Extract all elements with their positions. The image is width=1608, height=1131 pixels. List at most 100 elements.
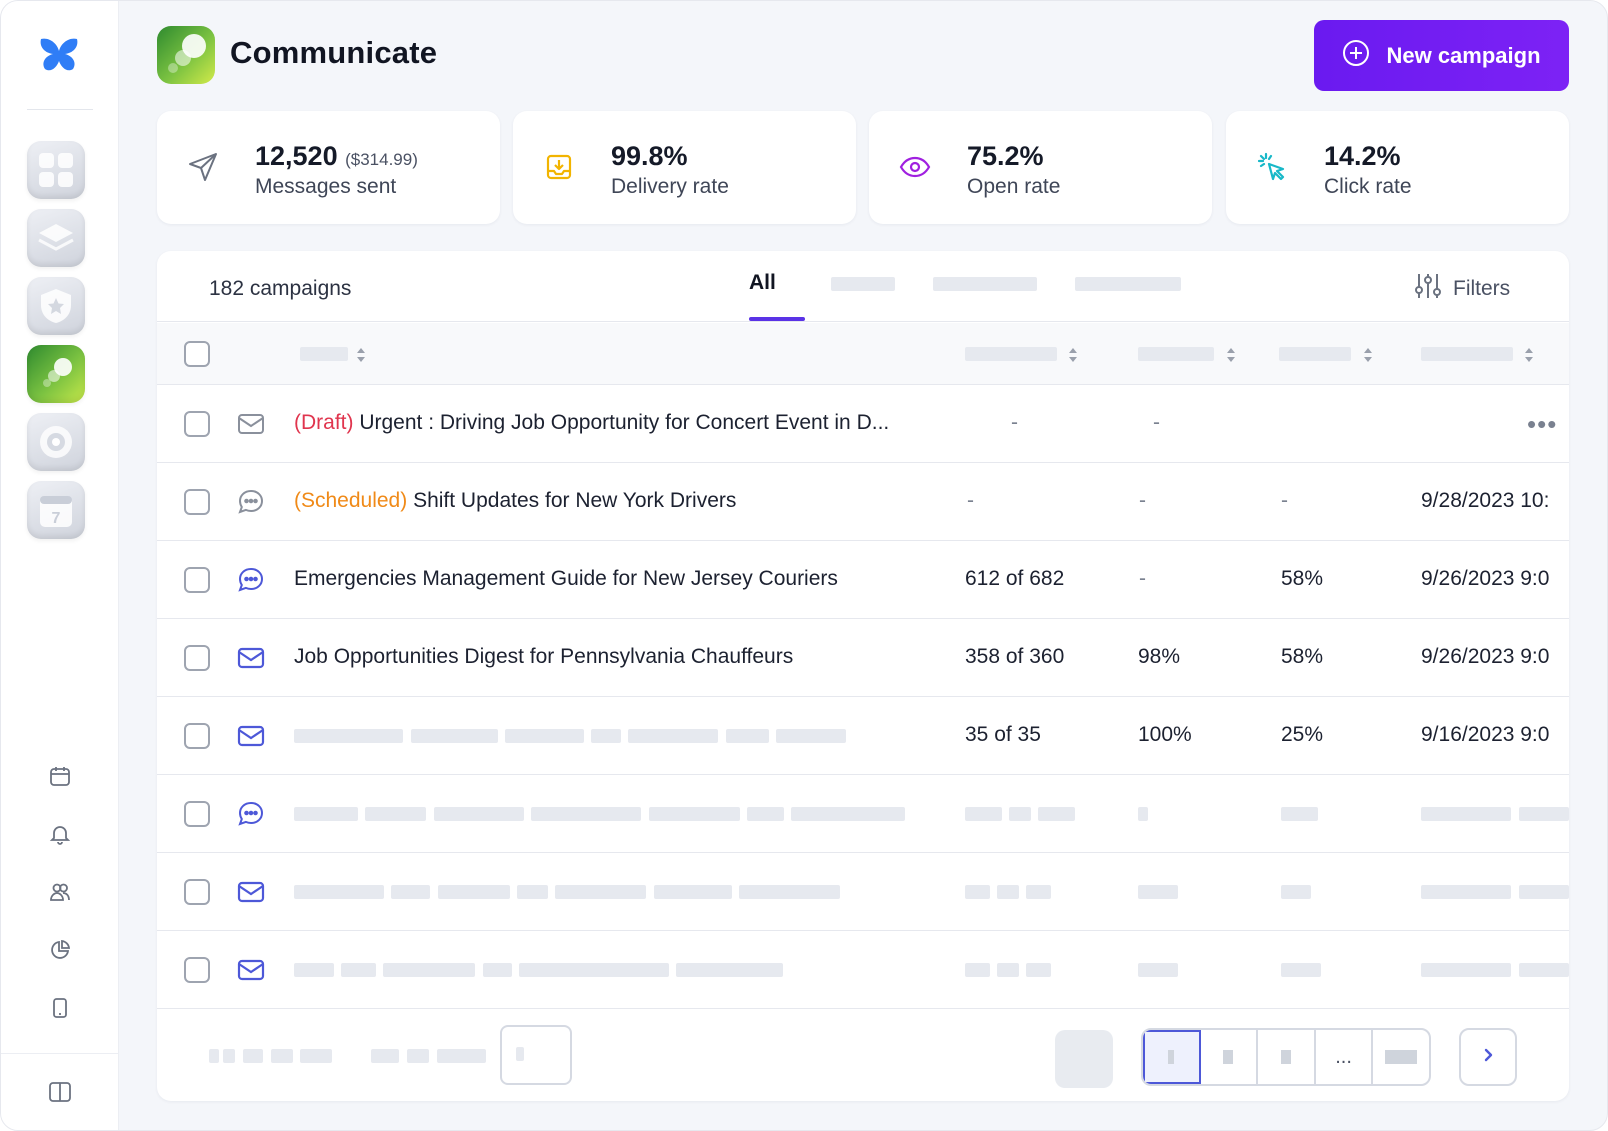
app-shield-icon[interactable] bbox=[27, 277, 85, 335]
date-cell: 9/26/2023 9:0 bbox=[1421, 567, 1550, 590]
next-page-button[interactable] bbox=[1459, 1028, 1517, 1086]
page-ellipsis[interactable]: ... bbox=[1316, 1030, 1374, 1084]
row-checkbox[interactable] bbox=[184, 957, 210, 983]
sent-cell: - bbox=[967, 489, 974, 512]
sort-icon[interactable] bbox=[1068, 345, 1078, 365]
cell-placeholder bbox=[1038, 807, 1075, 821]
divider bbox=[157, 774, 1569, 775]
table-row[interactable]: Emergencies Management Guide for New Jer… bbox=[157, 541, 1569, 619]
table-row[interactable] bbox=[157, 853, 1569, 931]
table-row[interactable]: 35 of 35 100% 25% 9/16/2023 9:0 bbox=[157, 697, 1569, 775]
stat-value: 14.2% bbox=[1324, 141, 1401, 171]
delivery-cell: 100% bbox=[1138, 723, 1192, 746]
page-button-current[interactable] bbox=[1143, 1030, 1201, 1084]
filters-button[interactable]: Filters bbox=[1413, 271, 1510, 307]
row-checkbox[interactable] bbox=[184, 879, 210, 905]
communicate-app-logo bbox=[157, 26, 215, 84]
open-cell: 58% bbox=[1281, 567, 1324, 590]
page-size-select[interactable] bbox=[500, 1025, 572, 1085]
name-placeholder bbox=[483, 963, 512, 977]
stat-value: 75.2% bbox=[967, 141, 1044, 171]
sliders-icon bbox=[1413, 271, 1443, 307]
butterfly-logo-icon[interactable] bbox=[37, 35, 81, 75]
name-placeholder bbox=[341, 963, 376, 977]
plus-circle-icon bbox=[1342, 39, 1370, 73]
tab-placeholder[interactable] bbox=[1075, 277, 1181, 291]
select-all-checkbox[interactable] bbox=[184, 341, 210, 367]
cell-placeholder bbox=[1281, 963, 1321, 977]
sort-icon[interactable] bbox=[1363, 345, 1373, 365]
table-row[interactable]: (Scheduled) Shift Updates for New York D… bbox=[157, 463, 1569, 541]
page-button[interactable] bbox=[1201, 1030, 1259, 1084]
divider bbox=[157, 1008, 1569, 1009]
stat-card-messages-sent: 12,520 ($314.99) Messages sent bbox=[157, 111, 500, 224]
tab-all[interactable]: All bbox=[749, 271, 776, 294]
new-campaign-button[interactable]: New campaign bbox=[1314, 20, 1569, 91]
tab-placeholder[interactable] bbox=[933, 277, 1037, 291]
envelope-icon bbox=[237, 956, 265, 984]
table-row[interactable]: (Draft) Urgent : Driving Job Opportunity… bbox=[157, 385, 1569, 463]
row-checkbox[interactable] bbox=[184, 801, 210, 827]
name-placeholder bbox=[628, 729, 718, 743]
chat-bubble-icon bbox=[237, 800, 265, 828]
column-header-placeholder bbox=[1421, 347, 1513, 361]
app-dashboard-icon[interactable] bbox=[27, 141, 85, 199]
campaign-name: (Draft) Urgent : Driving Job Opportunity… bbox=[294, 411, 890, 434]
cell-placeholder bbox=[1281, 807, 1318, 821]
name-placeholder bbox=[676, 963, 783, 977]
sidebar: 7 bbox=[1, 1, 119, 1130]
chevron-right-icon bbox=[1481, 1047, 1495, 1068]
divider bbox=[157, 930, 1569, 931]
divider bbox=[157, 321, 1569, 322]
sort-icon[interactable] bbox=[1524, 345, 1534, 365]
cursor-click-icon bbox=[1254, 149, 1290, 185]
cell-placeholder bbox=[997, 885, 1019, 899]
sent-cell: - bbox=[1011, 411, 1018, 434]
cell-placeholder bbox=[1421, 963, 1511, 977]
bell-icon[interactable] bbox=[47, 821, 73, 847]
calendar-icon[interactable] bbox=[47, 763, 73, 789]
page-button[interactable] bbox=[1258, 1030, 1316, 1084]
more-options-icon[interactable]: ••• bbox=[1527, 409, 1558, 439]
stat-card-click-rate: 14.2% Click rate bbox=[1226, 111, 1569, 224]
app-communicate-icon[interactable] bbox=[27, 345, 85, 403]
cell-placeholder bbox=[1421, 807, 1511, 821]
table-row[interactable] bbox=[157, 775, 1569, 853]
sidebar-toggle-icon[interactable] bbox=[47, 1079, 73, 1105]
row-checkbox[interactable] bbox=[184, 645, 210, 671]
sort-icon[interactable] bbox=[356, 345, 366, 365]
row-checkbox[interactable] bbox=[184, 411, 210, 437]
name-placeholder bbox=[747, 807, 784, 821]
footer-placeholder bbox=[407, 1049, 429, 1063]
mobile-icon[interactable] bbox=[47, 995, 73, 1021]
cell-placeholder bbox=[1138, 885, 1178, 899]
stat-card-open-rate: 75.2% Open rate bbox=[869, 111, 1212, 224]
app-target-icon[interactable] bbox=[27, 413, 85, 471]
cell-placeholder bbox=[1138, 963, 1178, 977]
tab-placeholder[interactable] bbox=[831, 277, 895, 291]
app-calendar-icon[interactable]: 7 bbox=[27, 481, 85, 539]
row-checkbox[interactable] bbox=[184, 567, 210, 593]
stat-label: Click rate bbox=[1324, 175, 1412, 198]
app-layers-icon[interactable] bbox=[27, 209, 85, 267]
users-icon[interactable] bbox=[47, 879, 73, 905]
page-button-last[interactable] bbox=[1373, 1030, 1429, 1084]
envelope-icon bbox=[237, 722, 265, 750]
pie-chart-icon[interactable] bbox=[47, 937, 73, 963]
cell-placeholder bbox=[965, 807, 1002, 821]
sent-cell: 612 of 682 bbox=[965, 567, 1065, 590]
previous-page-button[interactable] bbox=[1055, 1030, 1113, 1088]
svg-text:7: 7 bbox=[52, 510, 61, 527]
chat-bubble-icon bbox=[237, 566, 265, 594]
stat-label: Delivery rate bbox=[611, 175, 729, 198]
table-row[interactable] bbox=[157, 931, 1569, 1009]
sort-icon[interactable] bbox=[1226, 345, 1236, 365]
stat-label: Messages sent bbox=[255, 175, 397, 198]
column-header-placeholder bbox=[965, 347, 1057, 361]
campaign-count: 182 campaigns bbox=[209, 277, 352, 300]
cell-placeholder bbox=[997, 963, 1019, 977]
row-checkbox[interactable] bbox=[184, 489, 210, 515]
row-checkbox[interactable] bbox=[184, 723, 210, 749]
table-row[interactable]: Job Opportunities Digest for Pennsylvani… bbox=[157, 619, 1569, 697]
cell-placeholder bbox=[1281, 885, 1311, 899]
